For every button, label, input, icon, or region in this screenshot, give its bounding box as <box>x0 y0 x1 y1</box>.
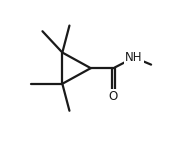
Text: O: O <box>109 90 118 103</box>
Text: NH: NH <box>125 51 143 64</box>
